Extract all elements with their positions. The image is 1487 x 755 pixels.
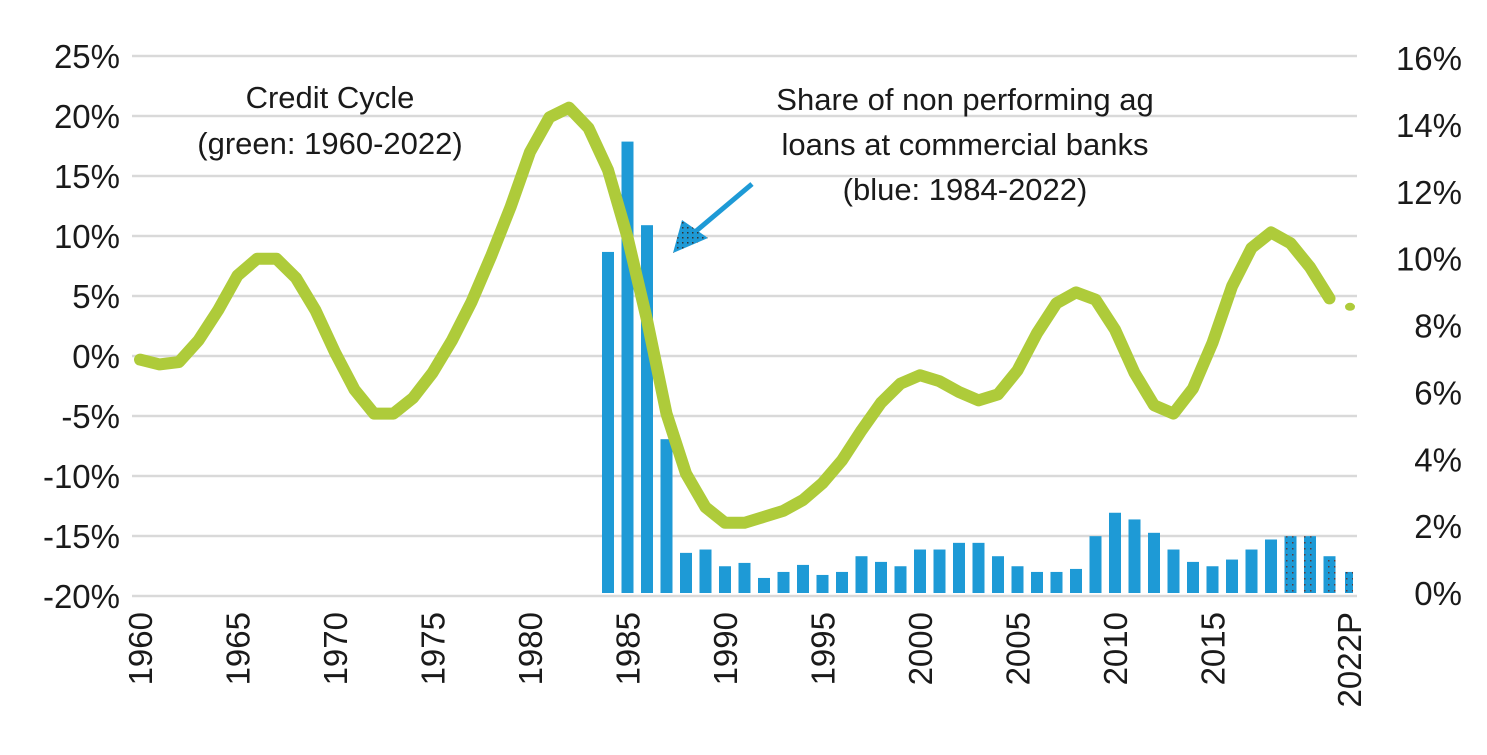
blue-annotation: Share of non performing ag loans at comm… [776,82,1153,207]
right-axis-tick-label: 0% [1414,575,1462,612]
bar-1992 [758,577,770,593]
bar-1999 [894,566,907,593]
bar-1993 [777,571,790,593]
left-axis-tick-label: -15% [43,518,120,555]
left-axis-tick-label: 0% [72,338,120,375]
x-axis-tick-label: 2022P [1331,612,1368,707]
bar-1987 [660,439,673,593]
bar-1998 [875,561,887,593]
bar-2012 [1148,532,1160,593]
bar-1988 [680,552,692,593]
right-axis-tick-label: 16% [1396,40,1462,77]
bar-1984 [602,251,614,593]
bar-2000 [914,549,926,593]
bar-2011 [1128,519,1141,593]
bar-series [602,141,1353,593]
bar-2003 [972,542,985,593]
bar-1989 [699,549,712,593]
bar-2017 [1245,549,1258,593]
left-axis-tick-label: -5% [61,398,120,435]
blue-annotation-line-2: loans at commercial banks [782,127,1149,162]
bar-2005 [1011,566,1024,593]
x-axis-tick-label: 2015 [1195,612,1232,685]
right-axis-tick-label: 10% [1396,241,1462,278]
line-point-projected-2022 [1345,302,1355,311]
bar-2019 [1284,536,1297,593]
x-axis-tick-label: 2010 [1097,612,1134,685]
bar-2008 [1070,568,1082,593]
left-axis-ticks: 25% 20% 15% 10% 5% 0% -5% -10% -15% -20% [43,38,120,615]
right-axis-tick-label: 8% [1414,308,1462,345]
right-axis-tick-label: 4% [1414,441,1462,478]
bar-2007 [1050,571,1063,593]
bar-2001 [933,549,946,593]
left-axis-tick-label: 15% [54,158,120,195]
right-axis-tick-label: 14% [1396,107,1462,144]
bar-2010 [1109,512,1121,593]
left-axis-tick-label: -20% [43,578,120,615]
bar-2021 [1323,556,1336,593]
bar-2015 [1206,566,1219,593]
x-axis-tick-label: 1985 [610,612,647,685]
left-axis-tick-label: 20% [54,98,120,135]
bar-2002 [953,542,965,593]
x-axis-tick-label: 1980 [512,612,549,685]
bar-2013 [1167,549,1180,593]
bar-2022 [1345,571,1353,593]
line-series [134,101,1355,529]
bar-1996 [836,571,848,593]
left-axis-tick-label: 5% [72,278,120,315]
left-axis-tick-label: -10% [43,458,120,495]
bar-2014 [1187,561,1199,593]
x-axis-tick-label: 1975 [415,612,452,685]
bar-2006 [1031,571,1043,593]
left-axis-tick-label: 10% [54,218,120,255]
bar-1995 [816,574,829,593]
right-axis-tick-label: 2% [1414,508,1462,545]
blue-annotation-line-3: (blue: 1984-2022) [843,172,1088,207]
bar-2004 [992,556,1004,593]
right-axis-ticks: 16% 14% 12% 10% 8% 6% 4% 2% 0% [1396,40,1462,612]
arrow-icon [673,182,754,253]
bar-1997 [855,556,868,593]
x-axis-ticks: 1960 1965 1970 1975 1980 1985 1990 1995 2000 2005… [122,612,1368,707]
bar-1990 [719,566,731,593]
green-annotation: Credit Cycle (green: 1960-2022) [197,80,462,161]
green-annotation-line-2: (green: 1960-2022) [197,126,462,161]
blue-annotation-line-1: Share of non performing ag [776,82,1153,117]
bar-1991 [738,562,751,593]
left-axis-tick-label: 25% [54,38,120,75]
bar-2016 [1226,559,1238,593]
x-axis-tick-label: 1965 [220,612,257,685]
green-annotation-line-1: Credit Cycle [246,80,415,115]
x-axis-tick-label: 1960 [122,612,159,685]
bar-2018 [1265,539,1277,593]
x-axis-tick-label: 1970 [317,612,354,685]
x-axis-tick-label: 2000 [902,612,939,685]
right-axis-tick-label: 6% [1414,374,1462,411]
bar-2020 [1304,536,1316,593]
right-axis-tick-label: 12% [1396,174,1462,211]
bar-1994 [797,564,809,593]
x-axis-tick-label: 1990 [707,612,744,685]
x-axis-tick-label: 2005 [1000,612,1037,685]
bar-2009 [1089,536,1102,593]
credit-cycle-line [134,101,1336,529]
x-axis-tick-label: 1995 [805,612,842,685]
